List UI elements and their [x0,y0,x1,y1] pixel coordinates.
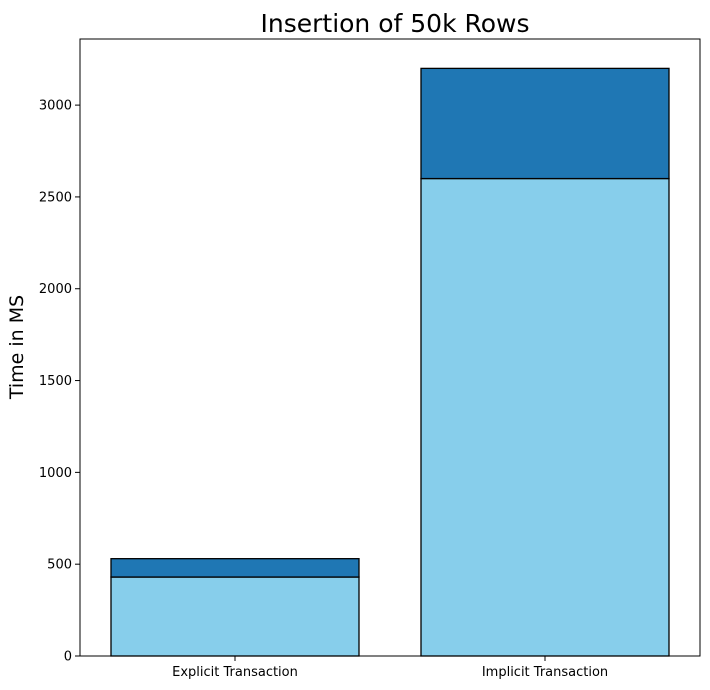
y-axis: 0 500 1000 1500 2000 2500 3000 [39,99,80,665]
plot-frame [79,38,701,657]
x-axis: Explicit Transaction Implicit Transaction [172,656,608,680]
bar-segment-1 [420,67,670,180]
y-tick-label: 0 [64,650,72,665]
x-tick-label: Implicit Transaction [482,665,608,680]
y-tick-label: 2000 [39,282,72,297]
chart-title: Insertion of 50k Rows [260,9,529,38]
x-tick-label: Explicit Transaction [172,665,298,680]
bars-group [110,67,670,657]
y-axis-label: Time in MS [6,295,28,400]
y-tick-label: 1500 [39,374,72,389]
bar-segment-1 [110,558,360,578]
y-tick-label: 1000 [39,466,72,481]
y-tick-label: 500 [47,558,72,573]
bar-segment-0 [110,576,360,657]
y-tick-label: 2500 [39,190,72,205]
y-tick-label: 3000 [39,99,72,114]
bar-segment-0 [420,177,670,657]
